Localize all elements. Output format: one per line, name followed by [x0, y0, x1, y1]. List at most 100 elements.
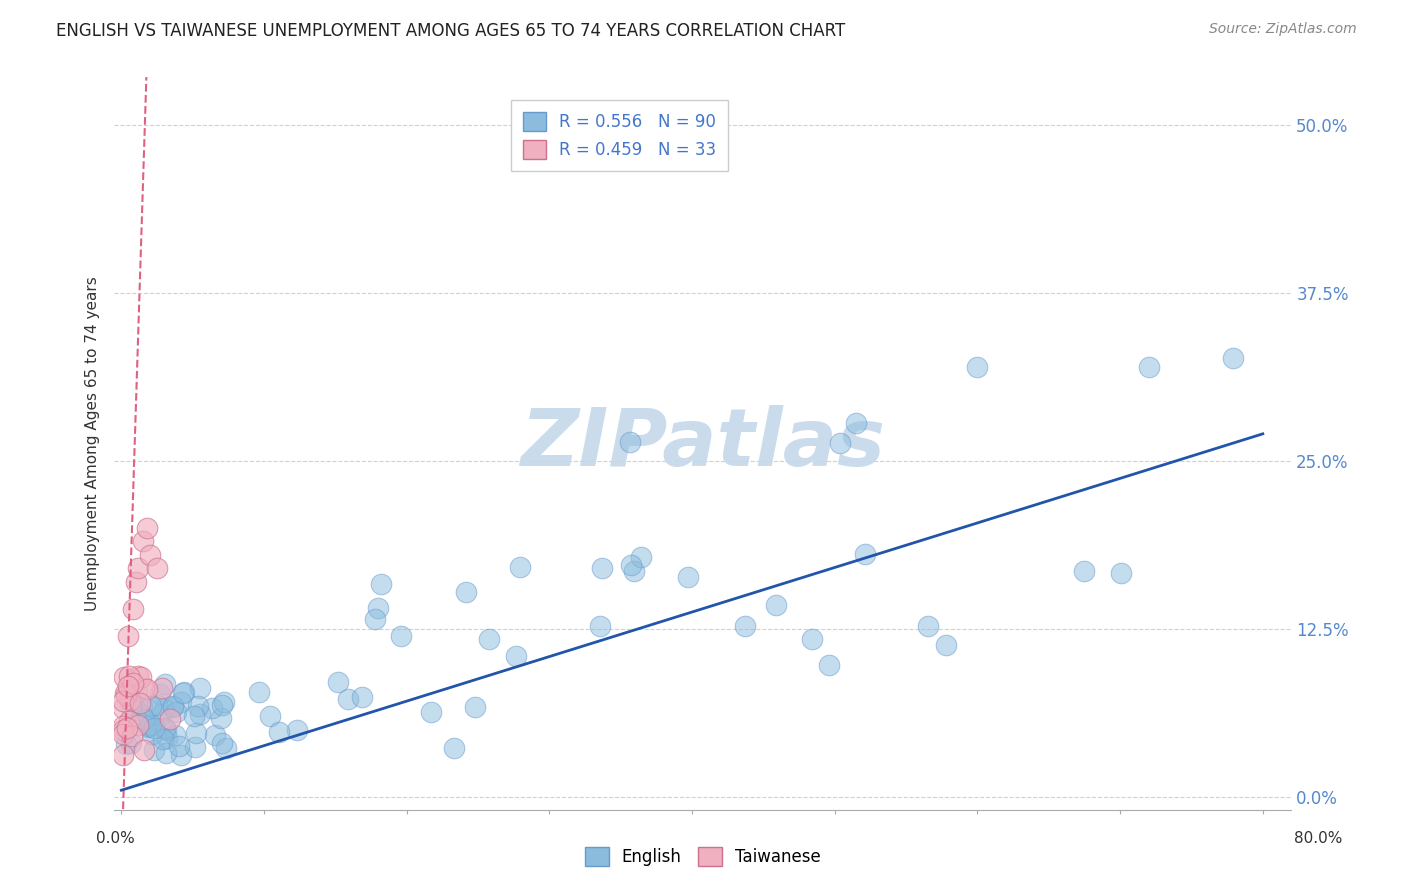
- Point: [136, 521, 159, 535]
- Point: [111, 694, 134, 708]
- Point: [678, 570, 700, 584]
- Point: [170, 748, 193, 763]
- Text: ZIPatlas: ZIPatlas: [520, 405, 886, 483]
- Point: [162, 698, 184, 713]
- Text: 80.0%: 80.0%: [1295, 831, 1343, 846]
- Point: [141, 718, 163, 732]
- Point: [121, 729, 143, 743]
- Point: [118, 669, 141, 683]
- Point: [139, 548, 162, 562]
- Point: [765, 598, 787, 612]
- Point: [1073, 565, 1095, 579]
- Point: [215, 741, 238, 756]
- Point: [173, 685, 195, 699]
- Point: [326, 675, 349, 690]
- Point: [966, 359, 988, 374]
- Point: [183, 709, 205, 723]
- Point: [143, 721, 166, 735]
- Point: [917, 619, 939, 633]
- Point: [828, 435, 851, 450]
- Point: [121, 601, 143, 615]
- Point: [370, 577, 392, 591]
- Text: ENGLISH VS TAIWANESE UNEMPLOYMENT AMONG AGES 65 TO 74 YEARS CORRELATION CHART: ENGLISH VS TAIWANESE UNEMPLOYMENT AMONG …: [56, 22, 845, 40]
- Point: [139, 698, 162, 713]
- Point: [120, 736, 142, 750]
- Point: [367, 601, 389, 615]
- Point: [187, 699, 209, 714]
- Point: [127, 669, 149, 683]
- Point: [136, 681, 159, 696]
- Point: [118, 714, 141, 729]
- Point: [152, 732, 174, 747]
- Point: [247, 685, 270, 699]
- Point: [184, 726, 207, 740]
- Point: [336, 692, 359, 706]
- Point: [129, 696, 152, 710]
- Point: [153, 721, 176, 735]
- Point: [269, 725, 291, 739]
- Point: [153, 677, 176, 691]
- Point: [132, 534, 155, 549]
- Point: [115, 688, 138, 702]
- Point: [456, 584, 478, 599]
- Point: [131, 707, 153, 722]
- Point: [165, 706, 187, 720]
- Point: [201, 700, 224, 714]
- Point: [364, 611, 387, 625]
- Point: [124, 574, 146, 589]
- Point: [352, 690, 374, 704]
- Point: [143, 743, 166, 757]
- Point: [211, 736, 233, 750]
- Point: [146, 561, 169, 575]
- Point: [111, 723, 134, 737]
- Point: [443, 741, 465, 756]
- Point: [188, 681, 211, 696]
- Point: [853, 547, 876, 561]
- Point: [136, 720, 159, 734]
- Point: [111, 719, 134, 733]
- Point: [620, 558, 643, 572]
- Point: [1222, 351, 1244, 366]
- Point: [209, 711, 232, 725]
- Point: [589, 618, 612, 632]
- Point: [117, 679, 139, 693]
- Point: [734, 618, 756, 632]
- Point: [818, 657, 841, 672]
- Point: [1137, 359, 1160, 374]
- Point: [118, 686, 141, 700]
- Point: [141, 726, 163, 740]
- Point: [170, 695, 193, 709]
- Point: [420, 706, 443, 720]
- Point: [122, 675, 145, 690]
- Point: [184, 740, 207, 755]
- Point: [172, 686, 194, 700]
- Point: [132, 711, 155, 725]
- Point: [111, 747, 134, 762]
- Point: [150, 681, 173, 696]
- Point: [118, 693, 141, 707]
- Point: [935, 638, 957, 652]
- Point: [115, 737, 138, 751]
- Point: [591, 561, 613, 575]
- Y-axis label: Unemployment Among Ages 65 to 74 years: Unemployment Among Ages 65 to 74 years: [86, 277, 100, 611]
- Point: [145, 698, 167, 713]
- Point: [134, 743, 156, 757]
- Point: [478, 632, 501, 646]
- Point: [155, 746, 177, 760]
- Text: Source: ZipAtlas.com: Source: ZipAtlas.com: [1209, 22, 1357, 37]
- Point: [167, 739, 190, 754]
- Point: [259, 708, 281, 723]
- Point: [211, 698, 233, 713]
- Point: [132, 681, 155, 696]
- Point: [131, 698, 153, 713]
- Point: [120, 700, 142, 714]
- Point: [630, 550, 652, 565]
- Point: [505, 648, 527, 663]
- Point: [156, 731, 179, 745]
- Point: [800, 632, 823, 646]
- Point: [845, 417, 868, 431]
- Point: [159, 712, 181, 726]
- Point: [1109, 566, 1132, 580]
- Point: [150, 707, 173, 722]
- Point: [127, 685, 149, 699]
